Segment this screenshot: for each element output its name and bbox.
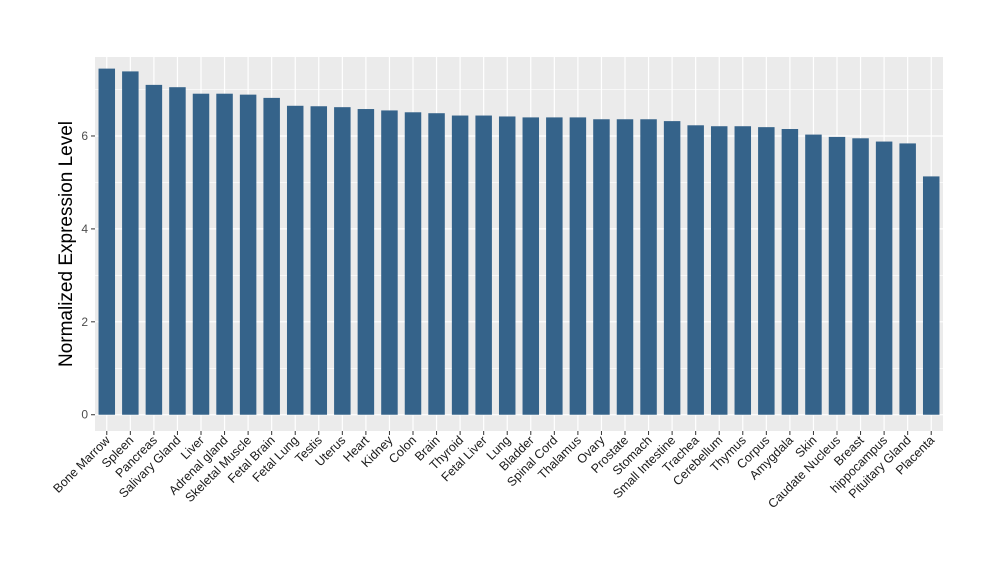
bar bbox=[899, 143, 916, 415]
y-axis-title: Normalized Expression Level bbox=[56, 121, 77, 367]
bar bbox=[922, 176, 940, 415]
bar bbox=[710, 126, 728, 415]
bar bbox=[169, 87, 186, 415]
bar bbox=[404, 112, 422, 415]
bar bbox=[334, 107, 351, 415]
bar bbox=[498, 116, 516, 415]
bar bbox=[192, 93, 210, 415]
bar bbox=[475, 115, 492, 415]
bar bbox=[381, 110, 398, 415]
bar bbox=[263, 97, 280, 415]
bar bbox=[616, 119, 634, 415]
bar bbox=[758, 127, 775, 415]
y-tick-label: 2 bbox=[81, 315, 88, 329]
y-axis: 0 2 4 6 bbox=[81, 129, 95, 422]
bar bbox=[805, 134, 822, 415]
bar bbox=[216, 93, 233, 415]
bar bbox=[98, 68, 116, 415]
bar bbox=[357, 109, 375, 415]
bar bbox=[875, 141, 893, 415]
bar bbox=[593, 119, 610, 415]
bar bbox=[239, 94, 257, 415]
bar bbox=[569, 117, 587, 415]
bar bbox=[122, 71, 139, 415]
bar bbox=[852, 138, 869, 415]
plot-panel bbox=[95, 57, 943, 431]
bar bbox=[781, 129, 799, 415]
bar bbox=[451, 115, 469, 415]
bar bbox=[145, 84, 163, 415]
bar bbox=[663, 121, 681, 415]
x-tick-label: Colon bbox=[386, 433, 419, 466]
minor-gridlines bbox=[95, 89, 943, 369]
bar bbox=[310, 106, 328, 415]
y-tick-label: 4 bbox=[81, 222, 88, 236]
bar bbox=[687, 125, 704, 415]
bar bbox=[522, 117, 540, 415]
y-tick-label: 0 bbox=[81, 408, 88, 422]
bars bbox=[98, 68, 940, 415]
bar bbox=[640, 119, 657, 415]
bar bbox=[428, 113, 445, 415]
bar bbox=[286, 105, 304, 415]
bar bbox=[828, 136, 846, 415]
y-tick-label: 6 bbox=[81, 129, 88, 143]
bar bbox=[734, 126, 752, 415]
bar bbox=[546, 117, 563, 415]
